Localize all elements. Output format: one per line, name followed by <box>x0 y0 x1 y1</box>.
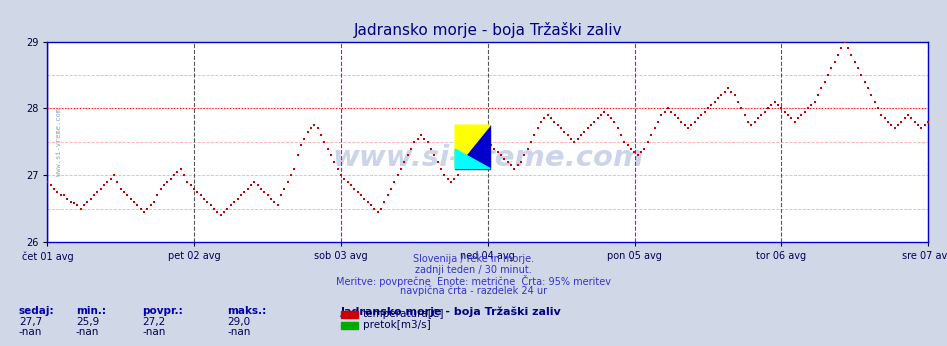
Text: povpr.:: povpr.: <box>142 306 183 316</box>
Text: 27,7: 27,7 <box>19 317 43 327</box>
Text: 27,2: 27,2 <box>142 317 166 327</box>
Text: zadnji teden / 30 minut.: zadnji teden / 30 minut. <box>415 265 532 275</box>
Polygon shape <box>456 125 491 169</box>
Text: Jadransko morje - boja Tržaški zaliv: Jadransko morje - boja Tržaški zaliv <box>341 306 562 317</box>
Text: www.si-vreme.com: www.si-vreme.com <box>56 108 62 176</box>
Text: min.:: min.: <box>76 306 106 316</box>
Polygon shape <box>456 149 491 169</box>
Polygon shape <box>456 125 491 169</box>
Text: -nan: -nan <box>19 327 43 337</box>
Text: www.si-vreme.com: www.si-vreme.com <box>332 144 643 172</box>
Text: sedaj:: sedaj: <box>19 306 55 316</box>
Text: pretok[m3/s]: pretok[m3/s] <box>363 320 431 330</box>
Text: -nan: -nan <box>142 327 166 337</box>
Text: temperatura[C]: temperatura[C] <box>363 309 444 319</box>
Title: Jadransko morje - boja Tržaški zaliv: Jadransko morje - boja Tržaški zaliv <box>353 21 622 38</box>
Text: Meritve: povprečne  Enote: metrične  Črta: 95% meritev: Meritve: povprečne Enote: metrične Črta:… <box>336 275 611 287</box>
Text: -nan: -nan <box>76 327 99 337</box>
Text: 25,9: 25,9 <box>76 317 99 327</box>
Text: Slovenija / reke in morje.: Slovenija / reke in morje. <box>413 254 534 264</box>
Text: navpična črta - razdelek 24 ur: navpična črta - razdelek 24 ur <box>400 285 547 296</box>
Text: 29,0: 29,0 <box>227 317 250 327</box>
Text: maks.:: maks.: <box>227 306 266 316</box>
Text: -nan: -nan <box>227 327 251 337</box>
